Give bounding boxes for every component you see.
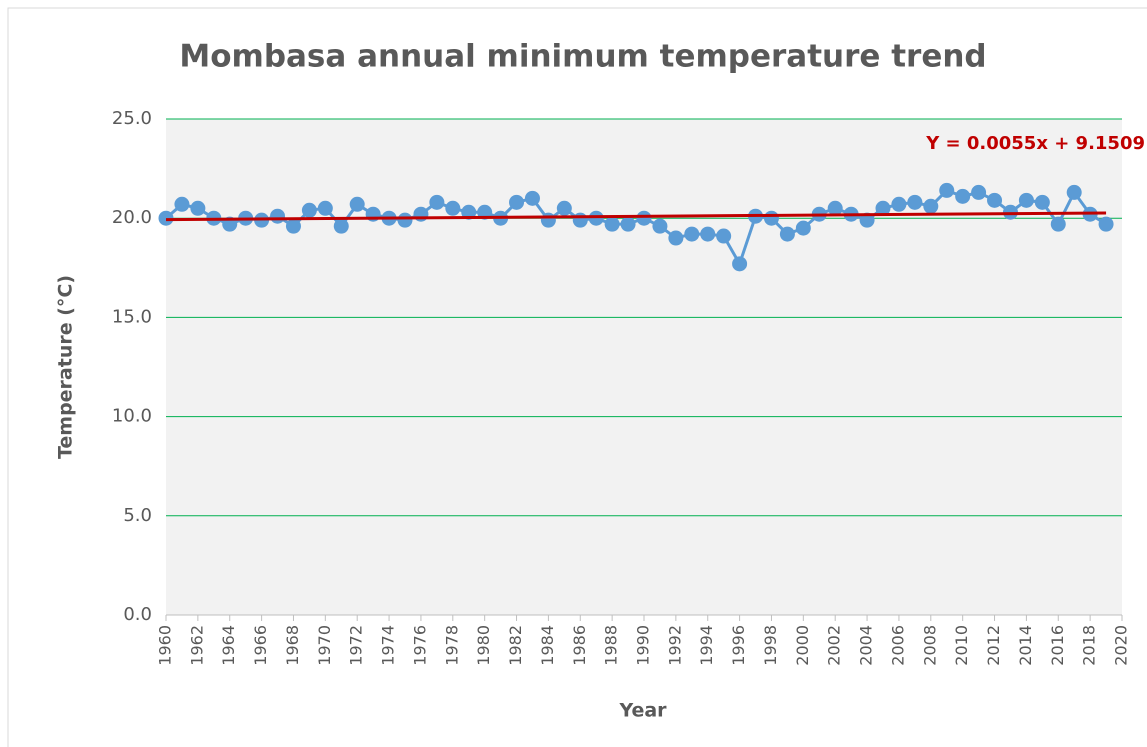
data-point <box>636 210 652 226</box>
data-point <box>779 226 795 242</box>
x-tick-label: 1994 <box>697 625 716 666</box>
data-point <box>333 218 349 234</box>
y-tick-label: 20.0 <box>112 207 152 228</box>
x-tick-label: 2010 <box>952 625 971 666</box>
data-point <box>190 200 206 216</box>
x-tick-label: 2020 <box>1112 625 1131 666</box>
data-point <box>285 218 301 234</box>
data-point <box>652 218 668 234</box>
x-tick-label: 1970 <box>315 625 334 666</box>
data-point <box>540 212 556 228</box>
trendline <box>165 211 1107 222</box>
data-point <box>588 210 604 226</box>
x-tick-label: 1982 <box>506 625 525 666</box>
data-point <box>1034 194 1050 210</box>
data-point <box>907 194 923 210</box>
data-point <box>923 198 939 214</box>
x-tick-label: 2014 <box>1016 625 1035 666</box>
x-tick-label: 1960 <box>156 625 175 666</box>
data-point <box>987 192 1003 208</box>
y-tick-label: 0.0 <box>123 604 152 625</box>
data-point <box>620 216 636 232</box>
x-tick-label: 1992 <box>665 625 684 666</box>
y-tick-label: 15.0 <box>112 306 152 327</box>
data-point <box>317 200 333 216</box>
x-tick-label: 1964 <box>219 625 238 666</box>
data-point <box>827 200 843 216</box>
data-point <box>413 206 429 222</box>
data-point <box>270 208 286 224</box>
x-tick-label: 2006 <box>888 625 907 666</box>
data-point <box>397 212 413 228</box>
x-tick-label: 2004 <box>857 625 876 666</box>
x-tick-label: 2016 <box>1048 625 1067 666</box>
data-point <box>732 256 748 272</box>
data-point <box>1050 216 1066 232</box>
data-point <box>556 200 572 216</box>
x-tick-label: 1972 <box>347 625 366 666</box>
data-point <box>572 212 588 228</box>
data-point <box>955 188 971 204</box>
data-point <box>349 196 365 212</box>
data-point <box>763 210 779 226</box>
x-tick-label: 1974 <box>379 625 398 666</box>
data-point <box>301 202 317 218</box>
trend-equation: Y = 0.0055x + 9.1509 <box>925 133 1145 154</box>
x-tick-label: 1996 <box>729 625 748 666</box>
x-axis-label: Year <box>618 700 667 722</box>
data-point <box>859 212 875 228</box>
data-point <box>604 216 620 232</box>
data-point <box>795 220 811 236</box>
data-point <box>891 196 907 212</box>
data-point <box>939 182 955 198</box>
y-tick-label: 10.0 <box>112 406 152 427</box>
x-tick-label: 1978 <box>442 625 461 666</box>
x-tick-label: 2012 <box>984 625 1003 666</box>
x-tick-label: 1984 <box>538 625 557 666</box>
data-point <box>1018 192 1034 208</box>
x-tick-label: 1988 <box>602 625 621 666</box>
data-point <box>684 226 700 242</box>
x-tick-label: 1966 <box>251 625 270 666</box>
x-tick-label: 1990 <box>634 625 653 666</box>
data-point <box>700 226 716 242</box>
data-point <box>509 194 525 210</box>
data-point <box>429 194 445 210</box>
x-tick-label: 1962 <box>187 625 206 666</box>
data-point <box>971 184 987 200</box>
x-tick-label: 2000 <box>793 625 812 666</box>
x-tick-label: 1968 <box>283 625 302 666</box>
chart-title: Mombasa annual minimum temperature trend <box>179 39 986 75</box>
data-point <box>524 190 540 206</box>
data-point <box>1066 184 1082 200</box>
x-tick-label: 1998 <box>761 625 780 666</box>
x-tick-label: 1976 <box>410 625 429 666</box>
data-point <box>875 200 891 216</box>
x-tick-label: 2018 <box>1080 625 1099 666</box>
x-tick-label: 1980 <box>474 625 493 666</box>
data-point <box>1098 216 1114 232</box>
data-point <box>174 196 190 212</box>
y-tick-label: 5.0 <box>123 505 152 526</box>
x-tick-label: 2008 <box>920 625 939 666</box>
x-tick-label: 2002 <box>825 625 844 666</box>
data-point <box>716 228 732 244</box>
x-tick-label: 1986 <box>570 625 589 666</box>
y-axis-label: Temperature (°C) <box>55 275 77 459</box>
y-tick-label: 25.0 <box>112 108 152 129</box>
data-point <box>668 230 684 246</box>
data-point <box>445 200 461 216</box>
